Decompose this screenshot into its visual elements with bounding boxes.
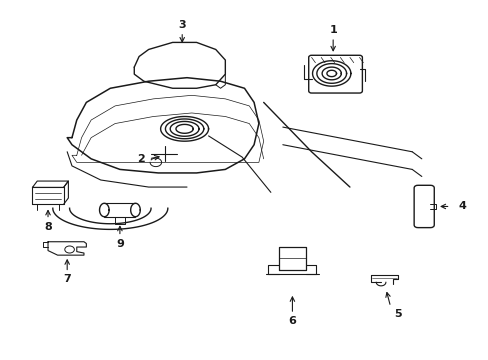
Text: 8: 8 bbox=[44, 221, 52, 231]
Text: 2: 2 bbox=[137, 154, 145, 164]
Text: 5: 5 bbox=[393, 309, 401, 319]
Text: 6: 6 bbox=[288, 316, 296, 326]
Text: 7: 7 bbox=[63, 274, 71, 284]
Text: 4: 4 bbox=[458, 202, 466, 211]
Text: 1: 1 bbox=[328, 25, 336, 35]
Text: 3: 3 bbox=[178, 20, 185, 30]
Text: 9: 9 bbox=[116, 239, 123, 248]
